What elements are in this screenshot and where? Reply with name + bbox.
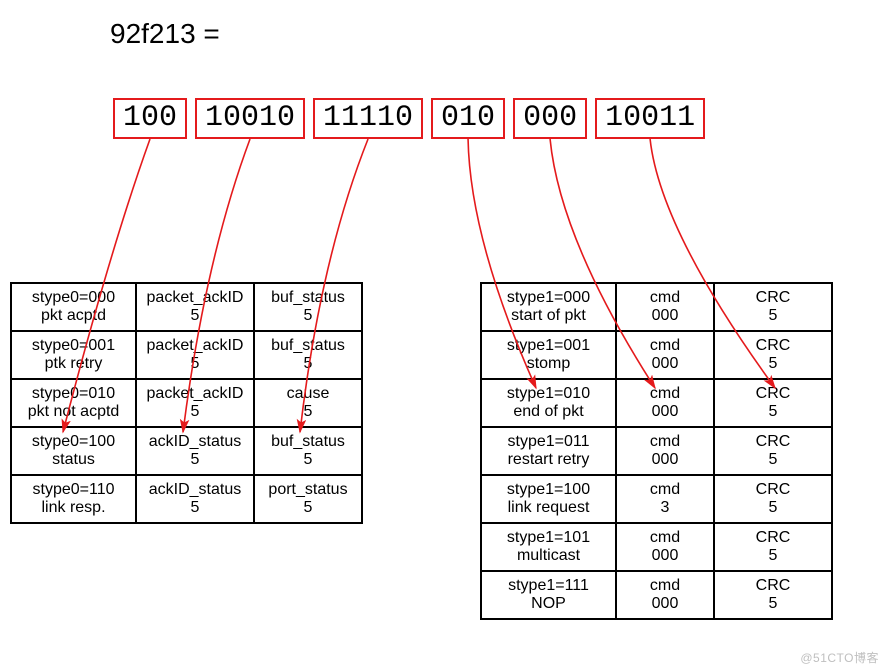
- stype0-row: stype0=110link resp.ackID_status5port_st…: [11, 475, 362, 523]
- stype0-cell: stype0=001ptk retry: [11, 331, 136, 379]
- stype1-table: stype1=000start of pktcmd000CRC5stype1=0…: [480, 282, 833, 620]
- stype1-row: stype1=010end of pktcmd000CRC5: [481, 379, 832, 427]
- stype1-cell: cmd000: [616, 331, 714, 379]
- stype0-table: stype0=000pkt acptdpacket_ackID5buf_stat…: [10, 282, 363, 524]
- stype1-cell: CRC5: [714, 523, 832, 571]
- stype1-row: stype1=000start of pktcmd000CRC5: [481, 283, 832, 331]
- stype1-cell: stype1=000start of pkt: [481, 283, 616, 331]
- stype1-cell: cmd000: [616, 283, 714, 331]
- bit-group-4: 000: [513, 98, 587, 139]
- stype0-cell: packet_ackID5: [136, 331, 254, 379]
- stype1-cell: cmd000: [616, 379, 714, 427]
- stype1-row: stype1=111NOPcmd000CRC5: [481, 571, 832, 619]
- bit-group-2: 11110: [313, 98, 423, 139]
- stype0-cell: buf_status5: [254, 331, 362, 379]
- stype1-cell: CRC5: [714, 571, 832, 619]
- bit-group-1: 10010: [195, 98, 305, 139]
- bit-group-5: 10011: [595, 98, 705, 139]
- stype1-cell: stype1=011restart retry: [481, 427, 616, 475]
- stype1-cell: stype1=001stomp: [481, 331, 616, 379]
- stype0-cell: stype0=100status: [11, 427, 136, 475]
- stype0-cell: stype0=110link resp.: [11, 475, 136, 523]
- stype1-cell: CRC5: [714, 475, 832, 523]
- hex-label: 92f213 =: [110, 18, 220, 50]
- stype1-cell: CRC5: [714, 427, 832, 475]
- stype0-cell: stype0=000pkt acptd: [11, 283, 136, 331]
- stype0-cell: cause5: [254, 379, 362, 427]
- stype1-row: stype1=011restart retrycmd000CRC5: [481, 427, 832, 475]
- stype1-cell: cmd000: [616, 427, 714, 475]
- stype0-cell: ackID_status5: [136, 475, 254, 523]
- stype1-row: stype1=101multicastcmd000CRC5: [481, 523, 832, 571]
- stype0-row: stype0=001ptk retrypacket_ackID5buf_stat…: [11, 331, 362, 379]
- stype1-cell: stype1=010end of pkt: [481, 379, 616, 427]
- stype0-row: stype0=100statusackID_status5buf_status5: [11, 427, 362, 475]
- stype1-cell: stype1=100link request: [481, 475, 616, 523]
- stype1-cell: stype1=111NOP: [481, 571, 616, 619]
- stype0-cell: ackID_status5: [136, 427, 254, 475]
- stype1-cell: CRC5: [714, 379, 832, 427]
- stype0-cell: stype0=010pkt not acptd: [11, 379, 136, 427]
- stype1-cell: cmd3: [616, 475, 714, 523]
- stype1-cell: stype1=101multicast: [481, 523, 616, 571]
- stype1-cell: cmd000: [616, 523, 714, 571]
- stype0-row: stype0=010pkt not acptdpacket_ackID5caus…: [11, 379, 362, 427]
- bit-groups-row: 100100101111001000010011: [113, 98, 705, 139]
- stype1-cell: cmd000: [616, 571, 714, 619]
- stype1-row: stype1=100link requestcmd3CRC5: [481, 475, 832, 523]
- stype0-cell: port_status5: [254, 475, 362, 523]
- watermark: @51CTO博客: [800, 649, 879, 666]
- stype0-cell: packet_ackID5: [136, 283, 254, 331]
- bit-group-3: 010: [431, 98, 505, 139]
- stype0-row: stype0=000pkt acptdpacket_ackID5buf_stat…: [11, 283, 362, 331]
- stype1-cell: CRC5: [714, 331, 832, 379]
- bit-group-0: 100: [113, 98, 187, 139]
- stype0-cell: buf_status5: [254, 283, 362, 331]
- stype0-cell: buf_status5: [254, 427, 362, 475]
- stype1-cell: CRC5: [714, 283, 832, 331]
- stype0-cell: packet_ackID5: [136, 379, 254, 427]
- stype1-row: stype1=001stompcmd000CRC5: [481, 331, 832, 379]
